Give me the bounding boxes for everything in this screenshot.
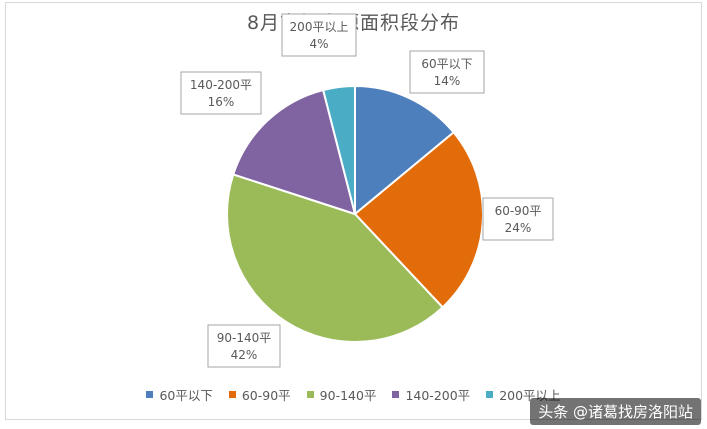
data-label-value: 24% — [505, 221, 532, 235]
legend-label: 60平以下 — [159, 388, 213, 403]
pie-slice-4 — [321, 84, 356, 215]
legend-item: 140-200平 — [392, 385, 470, 404]
data-label-category: 200平以上 — [290, 20, 349, 34]
data-label-category: 140-200平 — [190, 78, 252, 92]
data-label-box — [409, 50, 485, 94]
legend-swatch — [392, 391, 400, 398]
legend-item: 60平以下 — [146, 385, 213, 404]
legend-item: 90-140平 — [306, 385, 377, 404]
data-label-category: 60-90平 — [495, 204, 542, 218]
legend-label: 60-90平 — [241, 388, 291, 403]
legend-label: 90-140平 — [319, 388, 377, 403]
pie-slice-3 — [232, 88, 357, 216]
legend-swatch — [306, 391, 314, 398]
legend-label: 140-200平 — [405, 388, 471, 403]
data-label-category: 60平以下 — [421, 57, 472, 71]
watermark: 头条 @诸葛找房洛阳站 — [530, 398, 701, 425]
legend-swatch — [486, 391, 494, 398]
data-label-value: 42% — [231, 348, 258, 362]
legend-item: 60-90平 — [228, 385, 291, 404]
data-label-value: 4% — [309, 37, 328, 51]
data-label-value: 14% — [434, 74, 461, 88]
data-label-box — [180, 71, 262, 115]
data-label-box — [281, 13, 357, 57]
pie-slice-0 — [354, 84, 456, 217]
legend: 60平以下 60-90平 90-140平 140-200平 200平以上 — [0, 385, 707, 404]
legend-swatch — [146, 391, 154, 398]
data-label-box — [482, 197, 554, 241]
legend-swatch — [228, 391, 236, 398]
pie-slice-2 — [226, 173, 445, 343]
data-label-value: 16% — [208, 95, 235, 109]
data-label-category: 90-140平 — [217, 331, 272, 345]
data-label-box — [207, 324, 281, 368]
